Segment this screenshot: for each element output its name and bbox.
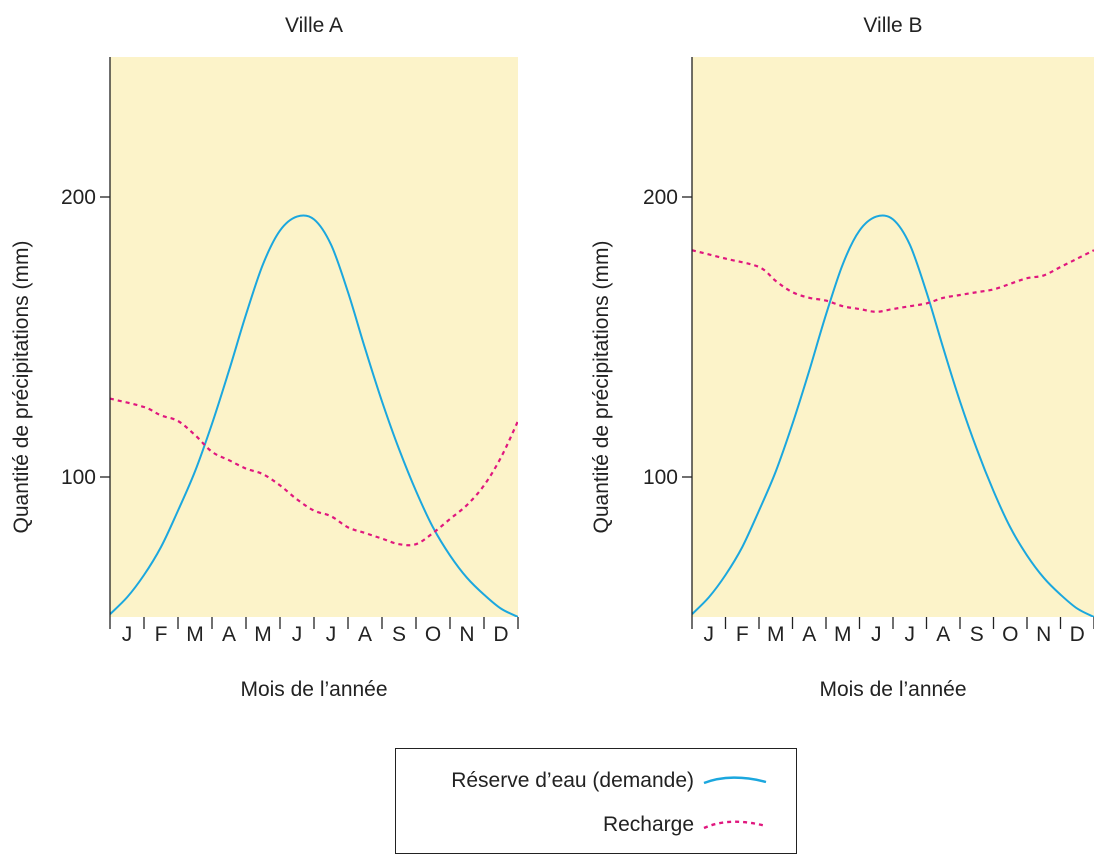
x-tick-label: D xyxy=(493,623,508,646)
plot-area xyxy=(692,57,1094,617)
y-tick-label: 100 xyxy=(61,466,96,489)
chart-title: Ville B xyxy=(863,14,922,37)
x-tick-label: M xyxy=(834,623,852,646)
x-tick-label: A xyxy=(222,623,236,646)
x-tick-label: N xyxy=(1036,623,1051,646)
chart-title: Ville A xyxy=(285,14,343,37)
x-tick-label: F xyxy=(155,623,168,646)
y-tick-label: 200 xyxy=(61,186,96,209)
x-tick-label: J xyxy=(122,623,133,646)
x-tick-label: S xyxy=(392,623,406,646)
y-tick-label: 200 xyxy=(643,186,678,209)
series-line-reserve xyxy=(110,214,518,617)
legend-item-reserve: Réserve d’eau (demande) xyxy=(451,769,768,793)
x-tick-label: D xyxy=(1070,623,1085,646)
x-tick-label: A xyxy=(358,623,372,646)
x-tick-label: J xyxy=(326,623,337,646)
legend-label-reserve: Réserve d’eau (demande) xyxy=(451,769,694,792)
x-tick-label: M xyxy=(767,623,785,646)
x-tick-label: J xyxy=(292,623,303,646)
plot-area xyxy=(110,57,518,617)
x-tick-label: J xyxy=(704,623,715,646)
x-tick-label: F xyxy=(736,623,749,646)
x-tick-label: N xyxy=(459,623,474,646)
x-axis-label: Mois de l’année xyxy=(240,678,387,701)
x-tick-label: O xyxy=(425,623,441,646)
legend-item-recharge: Recharge xyxy=(603,813,768,837)
x-tick-label: O xyxy=(1002,623,1018,646)
x-tick-label: A xyxy=(936,623,950,646)
x-tick-label: J xyxy=(905,623,916,646)
series-line-recharge xyxy=(692,249,1094,313)
legend: Réserve d’eau (demande) Recharge xyxy=(395,748,797,854)
x-tick-label: A xyxy=(802,623,816,646)
x-tick-label: M xyxy=(254,623,272,646)
x-tick-label: J xyxy=(871,623,882,646)
legend-label-recharge: Recharge xyxy=(602,813,694,836)
y-axis-label: Quantité de précipitations (mm) xyxy=(10,241,33,534)
x-tick-label: M xyxy=(186,623,204,646)
legend-swatch-recharge xyxy=(703,820,767,830)
x-tick-label: S xyxy=(970,623,984,646)
y-axis-label: Quantité de précipitations (mm) xyxy=(590,241,613,534)
series-line-reserve xyxy=(692,214,1094,617)
y-tick-label: 100 xyxy=(643,466,678,489)
x-axis-label: Mois de l’année xyxy=(819,678,966,701)
legend-swatch-reserve xyxy=(703,776,767,785)
